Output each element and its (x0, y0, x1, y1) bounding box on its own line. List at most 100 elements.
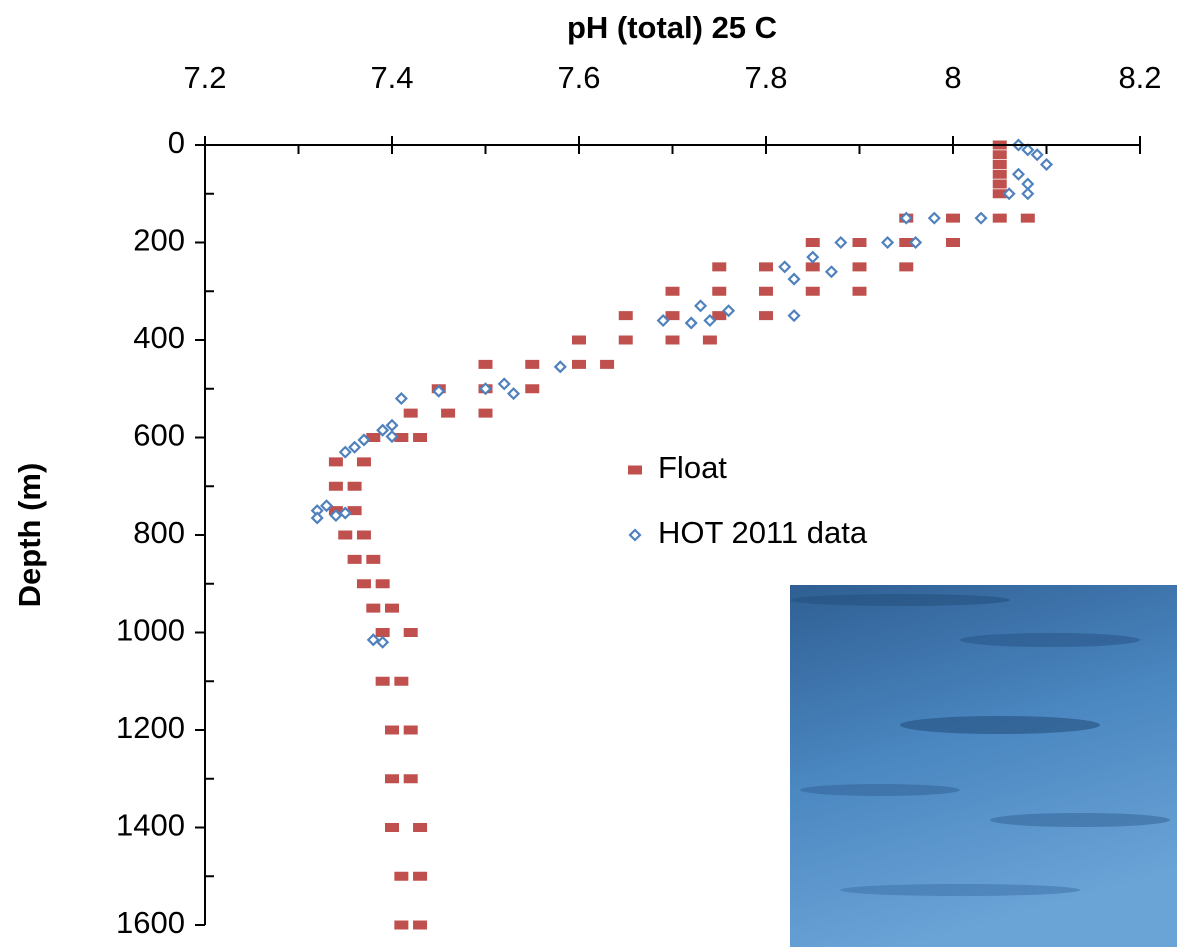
diamond-point (385, 418, 399, 432)
square-point (759, 262, 773, 272)
diamond-point (1030, 148, 1044, 162)
square-point (899, 238, 914, 247)
square-point (618, 311, 633, 321)
diamond-point (394, 391, 408, 406)
square-point (572, 335, 586, 345)
diamond-point (656, 313, 670, 328)
square-point (759, 286, 773, 296)
square-point (394, 676, 409, 686)
x-tick-label: 8.2 (1118, 60, 1161, 95)
square-point (403, 628, 418, 637)
square-point (525, 359, 540, 369)
square-point (356, 579, 371, 589)
diamond-point (1021, 187, 1035, 201)
square-point (413, 920, 428, 930)
x-tick-label: 7.6 (557, 60, 600, 95)
square-point (805, 238, 820, 247)
x-tick-label: 7.8 (744, 60, 787, 95)
diamond-point (693, 299, 708, 313)
square-point (946, 238, 960, 247)
square-point (366, 554, 381, 564)
square-point (394, 920, 409, 930)
y-tick-label: 200 (133, 223, 185, 258)
diamond-point (432, 384, 446, 398)
diamond-point (348, 440, 362, 454)
square-point (572, 359, 586, 369)
square-point (394, 871, 409, 881)
square-point (478, 408, 493, 418)
diamond-point (1002, 187, 1016, 201)
x-tick-label: 8 (944, 60, 961, 95)
square-point (1020, 213, 1035, 223)
square-point (665, 311, 680, 321)
square-point (665, 335, 680, 345)
square-point (375, 676, 390, 686)
square-point (712, 286, 727, 296)
legend-label: Float (658, 450, 727, 485)
square-point (375, 579, 390, 589)
diamond-point (684, 316, 698, 330)
square-point (394, 433, 409, 442)
diamond-point (1039, 157, 1054, 172)
square-point (413, 433, 428, 442)
diamond-point (338, 445, 352, 459)
square-point (525, 384, 540, 394)
y-tick-label: 800 (133, 515, 185, 550)
diamond-point (506, 387, 521, 401)
square-point (356, 457, 371, 467)
square-point (805, 262, 820, 272)
square-point (992, 179, 1007, 189)
y-tick-label: 1600 (116, 905, 185, 940)
diamond-point (703, 313, 717, 328)
y-tick-label: 600 (133, 418, 185, 453)
square-point (385, 823, 399, 832)
diamond-point (927, 211, 941, 225)
diamond-point (329, 508, 343, 523)
square-point (366, 603, 381, 613)
square-point (385, 774, 399, 784)
diamond-point (722, 304, 736, 318)
square-point (712, 311, 727, 321)
square-point (356, 530, 371, 540)
diamond-point (357, 433, 371, 447)
square-point (992, 169, 1007, 179)
diamond-point (376, 635, 390, 649)
square-point (403, 725, 418, 735)
diamond-point (478, 382, 493, 396)
diamond-point (880, 235, 895, 250)
square-point (805, 286, 820, 296)
diamond-point (376, 423, 390, 437)
y-tick-label: 1200 (116, 710, 185, 745)
diamond-point (899, 211, 913, 225)
square-point (413, 871, 428, 881)
square-point (375, 628, 390, 637)
diamond-point (385, 429, 399, 444)
square-point (852, 238, 867, 247)
x-tick-label: 7.2 (183, 60, 226, 95)
diamond-point (553, 360, 567, 374)
y-tick-label: 1000 (116, 613, 185, 648)
y-axis-title: Depth (m) (12, 463, 47, 608)
square-point (328, 481, 343, 491)
diamond-point (778, 260, 792, 274)
diamond-point (366, 633, 380, 647)
square-point (628, 465, 642, 475)
square-point (403, 408, 418, 418)
square-point (992, 150, 1007, 160)
square-point (338, 530, 353, 540)
water-photo (790, 585, 1177, 947)
diamond-point (1021, 143, 1035, 157)
y-tick-label: 400 (133, 320, 185, 355)
square-point (347, 506, 362, 516)
y-tick-label: 0 (168, 125, 185, 160)
square-point (441, 408, 456, 418)
square-point (992, 213, 1007, 223)
diamond-point (974, 211, 988, 225)
square-point (946, 213, 960, 223)
square-point (347, 554, 362, 564)
y-tick-label: 1400 (116, 808, 185, 843)
square-point (347, 481, 362, 491)
x-axis-title: pH (total) 25 C (567, 10, 777, 45)
square-point (712, 262, 727, 272)
square-point (992, 160, 1007, 169)
